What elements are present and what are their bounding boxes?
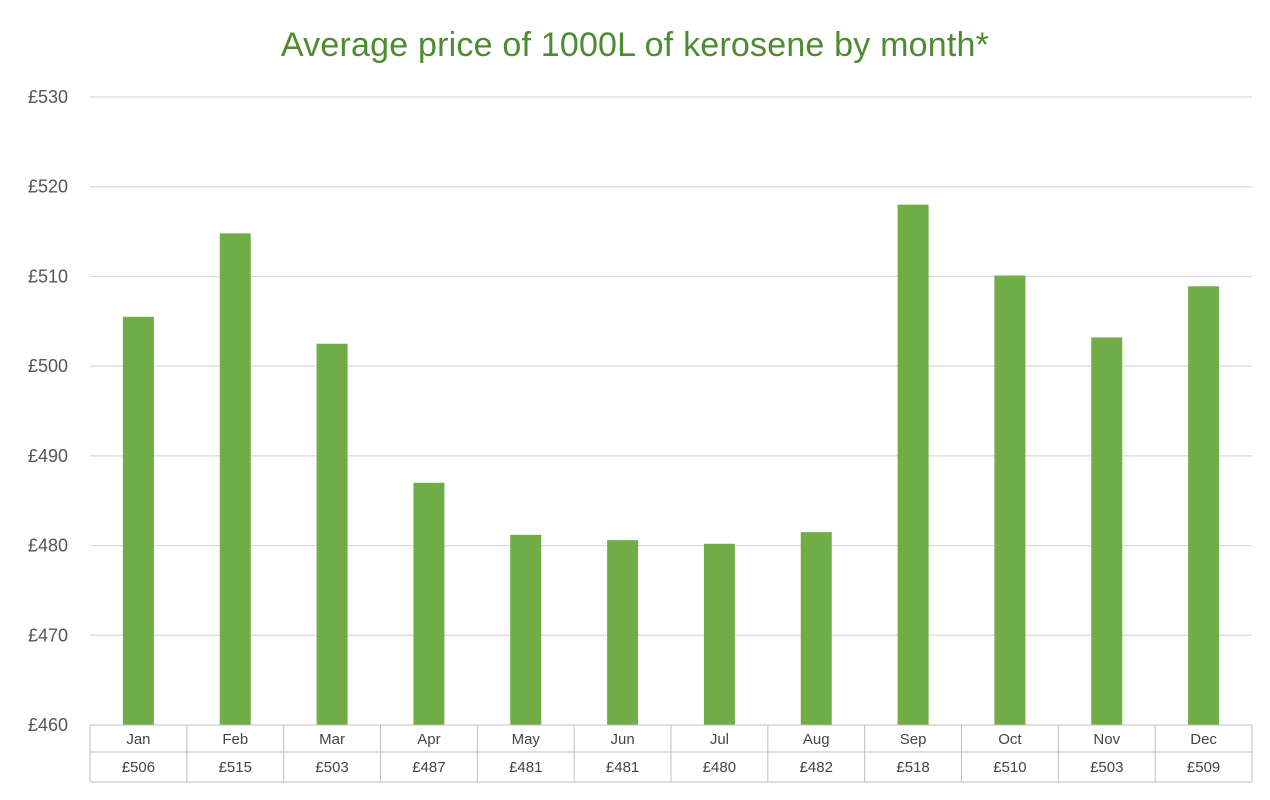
bar	[122, 316, 154, 725]
y-tick-label: £520	[28, 177, 68, 197]
y-tick-label: £500	[28, 356, 68, 376]
x-category-label: Dec	[1190, 731, 1217, 748]
x-category-label: Apr	[417, 731, 440, 748]
gridlines	[90, 96, 1252, 636]
data-table: Jan £506 Feb £515 Mar £503 Apr £487 May £481 Jun £4…	[89, 724, 1253, 783]
bar	[897, 204, 929, 725]
x-category-label: Jun	[610, 731, 634, 748]
value-label: £482	[800, 759, 833, 776]
x-category-label: Feb	[222, 731, 248, 748]
value-label: £509	[1187, 759, 1220, 776]
x-category-label: Oct	[998, 731, 1022, 748]
value-label: £480	[703, 759, 736, 776]
bar	[800, 532, 832, 725]
x-category-label: Mar	[319, 731, 345, 748]
chart-title: Average price of 1000L of kerosene by mo…	[280, 26, 990, 64]
value-label: £510	[993, 759, 1026, 776]
y-tick-label: £490	[28, 446, 68, 466]
bar	[219, 233, 251, 725]
bar	[703, 543, 735, 725]
bar	[316, 343, 348, 725]
y-tick-label: £530	[28, 87, 68, 107]
y-tick-label: £510	[28, 266, 68, 286]
bar	[994, 275, 1026, 725]
value-label: £481	[606, 759, 639, 776]
bar	[510, 534, 542, 725]
value-label: £481	[509, 759, 542, 776]
bar	[413, 482, 445, 725]
bars	[122, 204, 1220, 725]
bar	[1091, 337, 1123, 725]
x-category-label: May	[512, 731, 541, 748]
y-tick-label: £470	[28, 625, 68, 645]
x-category-label: Aug	[803, 731, 830, 748]
x-category-label: Jul	[710, 731, 729, 748]
value-label: £515	[219, 759, 252, 776]
value-label: £506	[122, 759, 155, 776]
x-category-label: Nov	[1093, 731, 1120, 748]
value-label: £518	[896, 759, 929, 776]
value-label: £487	[412, 759, 445, 776]
x-category-label: Jan	[126, 731, 150, 748]
y-tick-label: £480	[28, 536, 68, 556]
y-axis: £460 £470 £480 £490 £500 £510 £520 £530	[28, 87, 68, 735]
bar	[607, 540, 639, 725]
value-label: £503	[315, 759, 348, 776]
y-tick-label: £460	[28, 715, 68, 735]
bar	[1188, 286, 1220, 725]
value-label: £503	[1090, 759, 1123, 776]
x-category-label: Sep	[900, 731, 927, 748]
